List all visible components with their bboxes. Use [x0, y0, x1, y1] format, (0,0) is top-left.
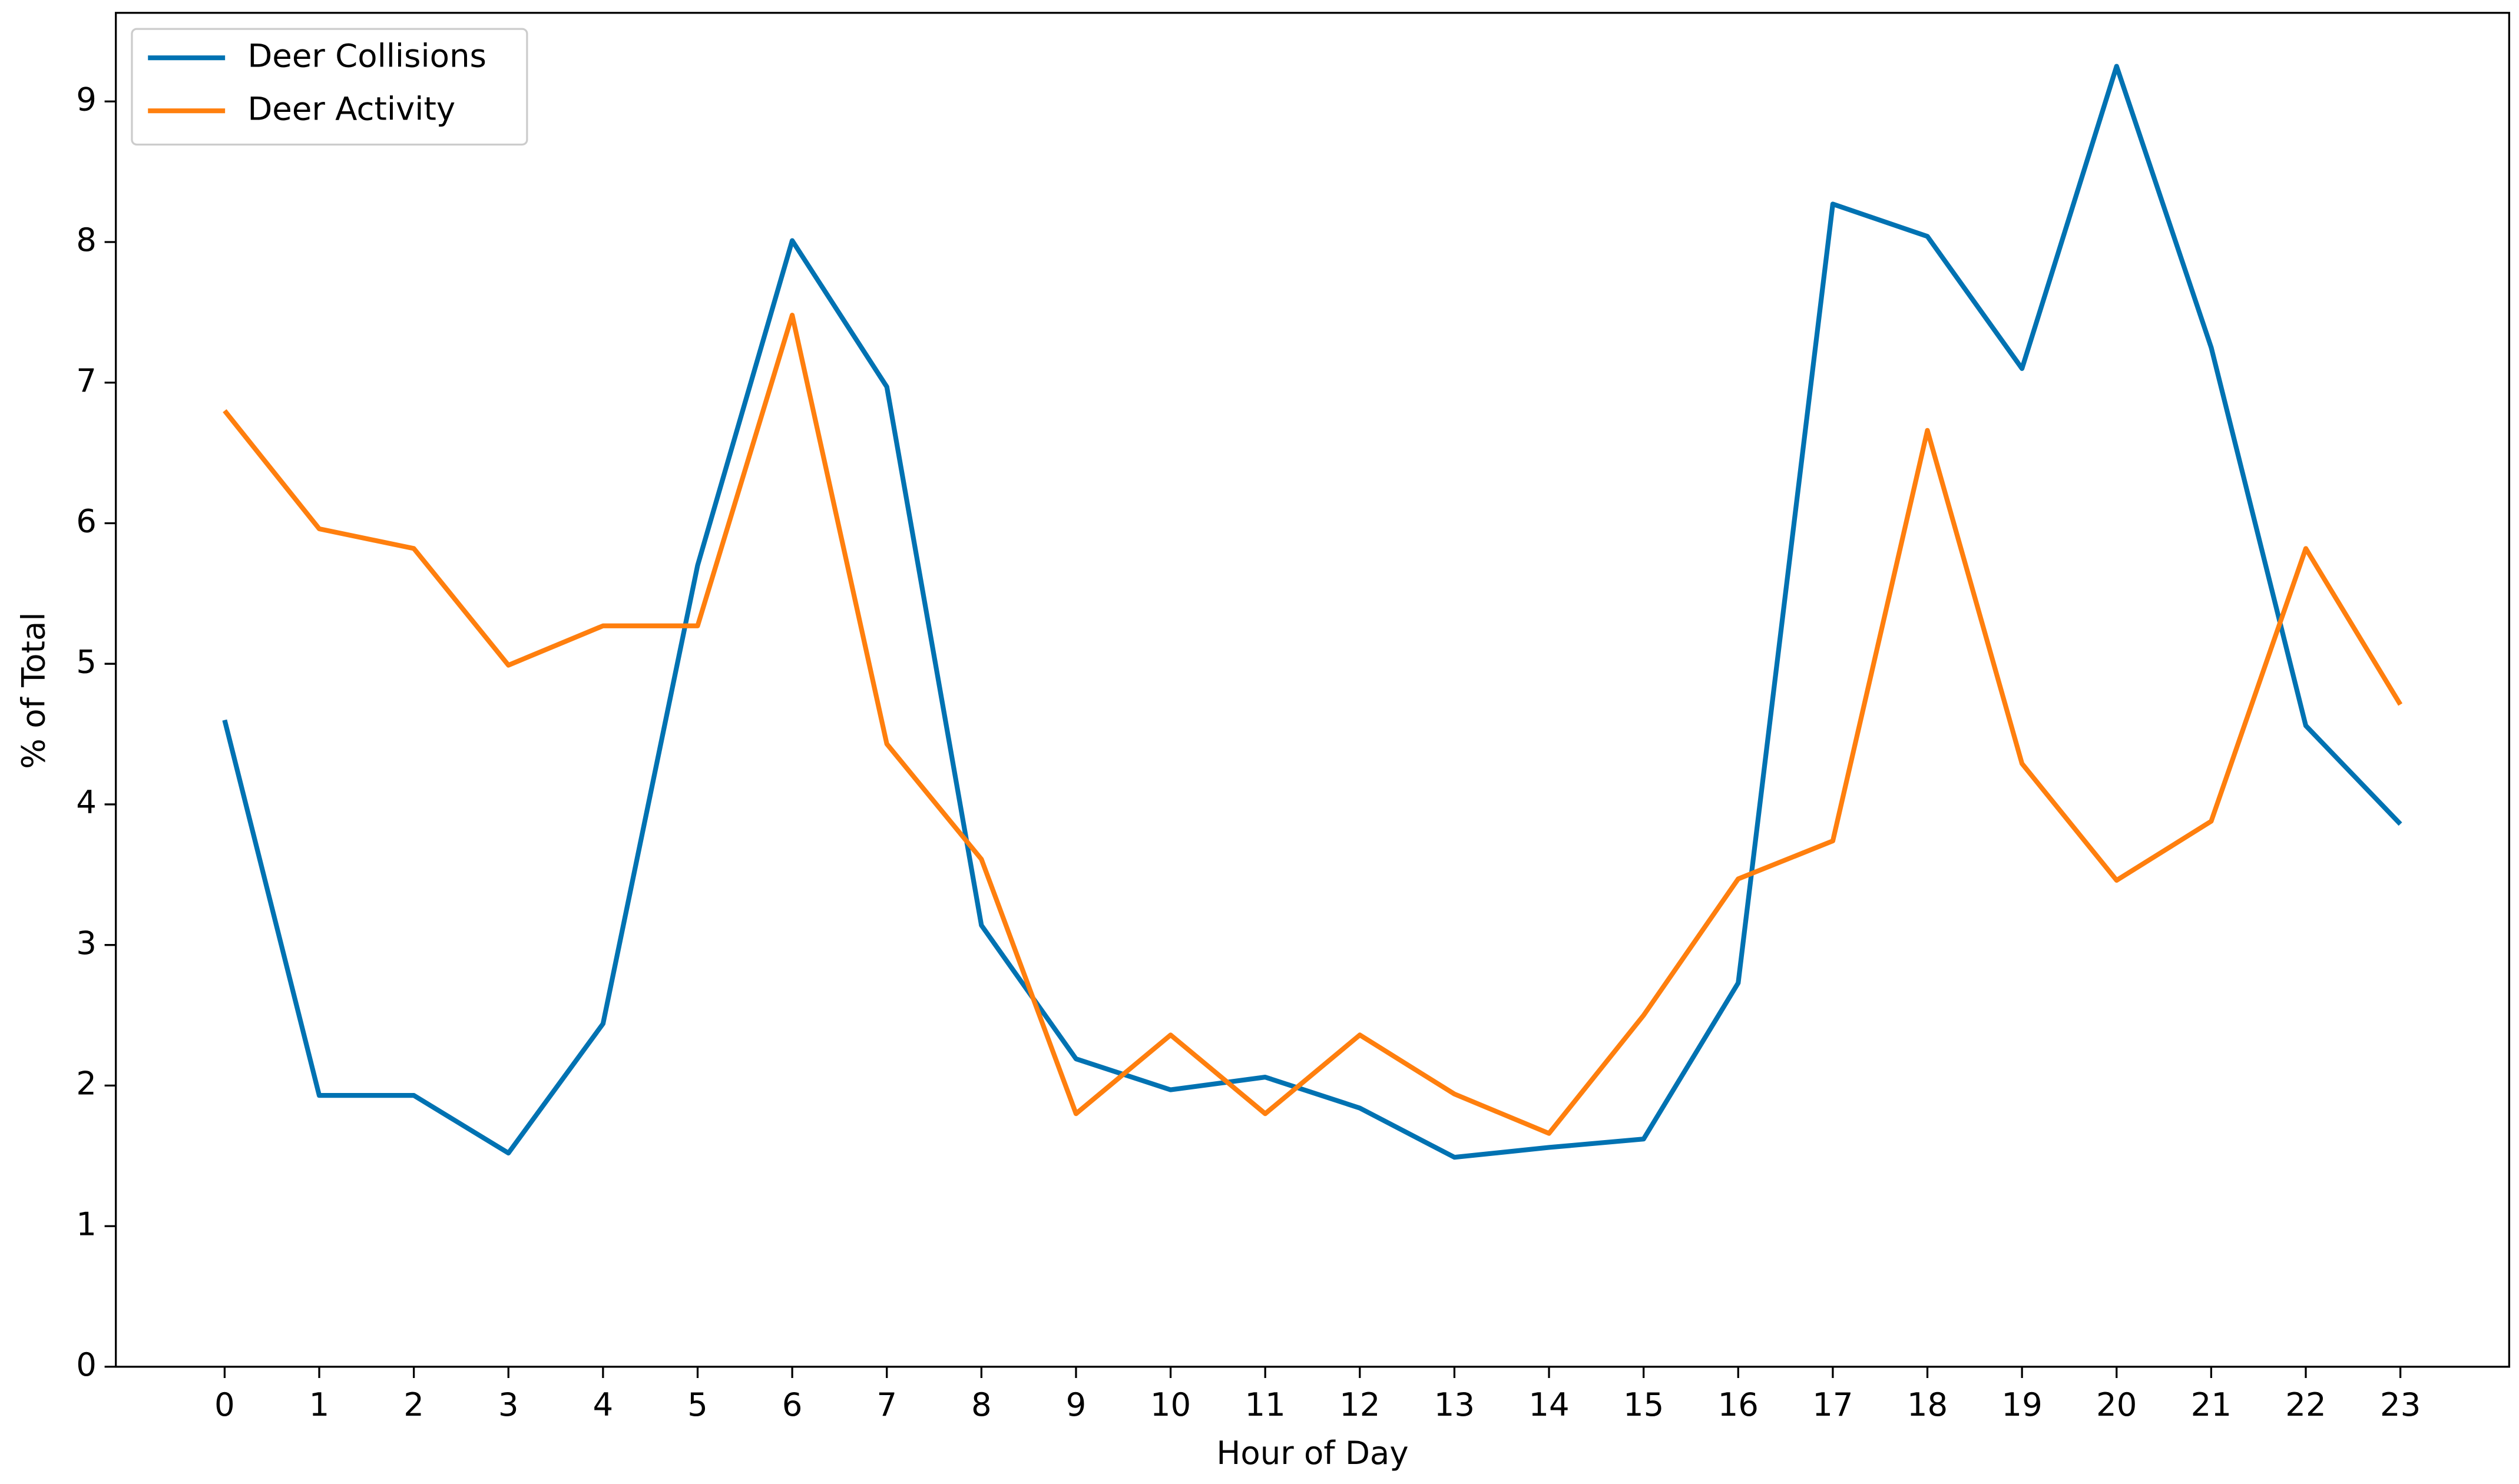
y-tick-label: 3: [76, 924, 97, 962]
plot-frame: [115, 12, 2510, 1368]
x-tick-label: 21: [2191, 1386, 2232, 1423]
x-tick-label: 1: [309, 1386, 330, 1423]
x-tick-label: 19: [2001, 1386, 2042, 1423]
x-axis-label: Hour of Day: [1216, 1434, 1408, 1472]
x-tick-label: 3: [498, 1386, 519, 1423]
x-tick-label: 18: [1907, 1386, 1948, 1423]
x-tick-label: 23: [2380, 1386, 2421, 1423]
x-tick-label: 4: [593, 1386, 614, 1423]
data-line: [222, 64, 2402, 1160]
data-line: [223, 313, 2403, 1136]
x-tick-label: 13: [1434, 1386, 1475, 1423]
y-axis-label: % of Total: [14, 612, 52, 769]
y-tick-label: 7: [76, 362, 97, 399]
x-tick-label: 12: [1339, 1386, 1380, 1423]
x-tick-label: 9: [1066, 1386, 1087, 1423]
x-tick-label: 20: [2096, 1386, 2137, 1423]
x-tick-label: 2: [403, 1386, 424, 1423]
y-tick-label: 4: [76, 783, 97, 821]
y-tick-label: 6: [76, 502, 97, 540]
x-tick-label: 0: [214, 1386, 235, 1423]
y-tick-label: 2: [76, 1065, 97, 1102]
y-tick-label: 0: [76, 1346, 97, 1383]
x-tick-label: 6: [782, 1386, 803, 1423]
legend-box: [131, 28, 528, 146]
x-tick-label: 15: [1623, 1386, 1664, 1423]
y-tick-label: 8: [76, 221, 97, 259]
y-tick-label: 1: [76, 1205, 97, 1243]
x-tick-label: 8: [971, 1386, 992, 1423]
x-tick-label: 11: [1244, 1386, 1285, 1423]
x-tick-label: 7: [876, 1386, 897, 1423]
x-tick-label: 5: [687, 1386, 708, 1423]
x-tick-label: 16: [1718, 1386, 1759, 1423]
x-tick-label: 10: [1150, 1386, 1191, 1423]
y-tick-label: 5: [76, 642, 97, 680]
x-tick-label: 17: [1812, 1386, 1853, 1423]
x-tick-label: 22: [2285, 1386, 2326, 1423]
x-tick-label: 14: [1528, 1386, 1569, 1423]
legend-label: Deer Activity: [247, 90, 455, 127]
legend-label: Deer Collisions: [247, 37, 486, 74]
y-tick-label: 9: [76, 80, 97, 118]
